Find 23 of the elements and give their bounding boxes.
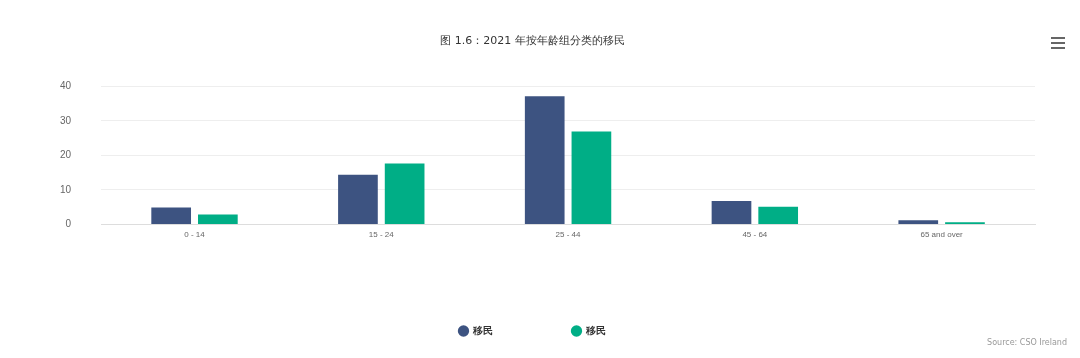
y-tick-label: 0 — [65, 218, 72, 230]
x-tick-label: 65 and over — [920, 230, 964, 240]
bar — [198, 214, 238, 224]
x-tick-label: 0 - 14 — [184, 230, 206, 240]
x-tick-label: 15 - 24 — [368, 230, 395, 240]
chart-title: 图 1.6：2021 年按年龄组分类的移民 — [440, 34, 625, 48]
bar — [151, 207, 192, 224]
legend-label: 移民 — [584, 324, 606, 336]
x-tick-label: 45 - 64 — [742, 230, 768, 240]
bar — [898, 220, 939, 224]
bar — [338, 174, 378, 224]
bar — [758, 206, 799, 224]
bar — [571, 131, 612, 224]
x-tick-label: 25 - 44 — [555, 230, 582, 240]
y-tick-label: 10 — [60, 183, 72, 195]
source-note: Source: CSO Ireland — [987, 338, 1067, 347]
y-tick-label: 40 — [60, 79, 72, 91]
legend-label: 移民 — [471, 324, 493, 336]
bar — [384, 163, 425, 224]
y-tick-label: 30 — [60, 114, 72, 126]
y-tick-label: 20 — [60, 149, 72, 161]
bar — [711, 200, 752, 224]
bar — [524, 96, 565, 224]
